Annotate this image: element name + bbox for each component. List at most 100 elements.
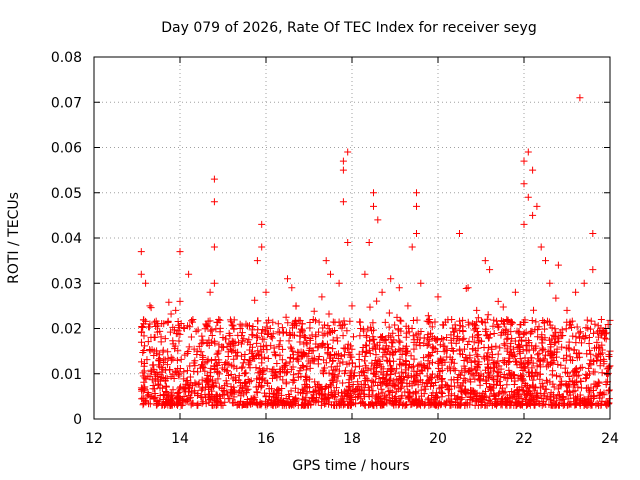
data-point-band bbox=[361, 352, 369, 360]
data-point-band bbox=[516, 321, 524, 329]
data-point-band bbox=[241, 369, 249, 377]
data-point-band bbox=[428, 370, 436, 378]
data-point-band bbox=[374, 356, 382, 364]
data-point-band bbox=[390, 377, 398, 385]
data-point-band bbox=[339, 332, 347, 340]
data-point-band bbox=[540, 392, 548, 400]
data-point bbox=[219, 334, 227, 342]
data-point-band bbox=[214, 375, 222, 383]
data-point-band bbox=[494, 323, 502, 331]
data-point-band bbox=[565, 383, 573, 391]
data-point-band bbox=[487, 398, 495, 406]
data-point-band bbox=[490, 316, 498, 324]
data-point-band bbox=[574, 383, 582, 391]
data-point-band bbox=[605, 399, 613, 407]
data-point-band bbox=[581, 397, 589, 405]
data-point-band bbox=[336, 322, 344, 330]
data-point-band bbox=[458, 382, 466, 390]
data-point-band bbox=[163, 361, 171, 369]
data-point-band bbox=[286, 358, 294, 366]
data-point-band bbox=[187, 317, 195, 325]
data-point-band bbox=[565, 345, 573, 353]
data-point bbox=[137, 248, 145, 256]
data-point-band bbox=[573, 354, 581, 362]
data-point bbox=[185, 270, 193, 278]
data-point-band bbox=[231, 341, 239, 349]
data-point bbox=[348, 302, 356, 310]
data-point bbox=[258, 220, 266, 228]
data-point-band bbox=[261, 327, 269, 335]
data-point-band bbox=[534, 351, 542, 359]
data-point-band bbox=[457, 387, 465, 395]
data-point-band bbox=[327, 363, 335, 371]
data-point-band bbox=[577, 377, 585, 385]
data-point-band bbox=[252, 352, 260, 360]
data-point-band bbox=[458, 388, 466, 396]
data-point bbox=[155, 356, 162, 364]
data-point bbox=[387, 275, 395, 283]
data-point-band bbox=[565, 338, 573, 346]
data-point-band bbox=[484, 349, 492, 357]
data-point-band bbox=[152, 401, 160, 409]
data-point bbox=[146, 302, 154, 310]
data-point-band bbox=[256, 376, 264, 384]
data-point bbox=[357, 325, 365, 332]
data-point-band bbox=[202, 321, 210, 329]
data-point-band bbox=[319, 324, 327, 332]
data-point-band bbox=[584, 324, 592, 332]
data-point-band bbox=[476, 377, 484, 385]
data-point-band bbox=[377, 368, 385, 376]
data-point-band bbox=[446, 353, 454, 361]
data-point-band bbox=[293, 355, 301, 363]
data-point-band bbox=[207, 327, 215, 335]
data-point-band bbox=[530, 346, 538, 354]
data-point-band bbox=[393, 365, 401, 373]
data-point bbox=[365, 239, 373, 247]
data-point-band bbox=[549, 331, 557, 339]
data-point-band bbox=[241, 379, 249, 387]
data-point-band bbox=[238, 364, 246, 372]
data-point bbox=[327, 270, 334, 278]
data-point-band bbox=[444, 365, 452, 373]
data-point-band bbox=[329, 345, 337, 353]
data-point-band bbox=[557, 361, 565, 369]
data-point-band bbox=[340, 317, 348, 325]
data-point-band bbox=[329, 357, 337, 365]
data-point bbox=[275, 343, 283, 351]
data-point-band bbox=[141, 397, 149, 405]
data-point-band bbox=[301, 372, 309, 380]
data-point-band bbox=[263, 346, 271, 354]
data-point bbox=[464, 284, 472, 292]
data-point-band bbox=[298, 352, 306, 360]
data-point-band bbox=[165, 298, 173, 306]
data-point-band bbox=[187, 333, 195, 341]
data-point-band bbox=[289, 347, 297, 355]
data-point-band bbox=[235, 372, 243, 380]
data-point-band bbox=[548, 324, 556, 332]
data-point-band bbox=[471, 357, 479, 365]
data-point-band bbox=[321, 330, 329, 338]
data-point-band bbox=[354, 378, 362, 386]
data-point-band bbox=[417, 401, 425, 409]
data-point-band bbox=[397, 327, 405, 335]
data-point-band bbox=[300, 396, 308, 404]
data-point-band bbox=[324, 393, 332, 401]
data-point-band bbox=[500, 373, 508, 381]
data-point-band bbox=[197, 386, 205, 394]
data-point-band bbox=[490, 358, 498, 366]
data-point-band bbox=[485, 369, 493, 377]
data-point-band bbox=[389, 339, 397, 347]
data-point-band bbox=[294, 373, 302, 381]
data-point-band bbox=[507, 339, 515, 347]
data-point bbox=[284, 275, 291, 283]
data-point-band bbox=[326, 381, 334, 389]
data-point-band bbox=[305, 398, 313, 406]
data-point-band bbox=[330, 401, 338, 409]
data-point-band bbox=[431, 318, 439, 326]
data-point bbox=[344, 148, 352, 156]
data-point-band bbox=[210, 395, 218, 403]
data-point-band bbox=[276, 337, 284, 345]
data-point bbox=[520, 220, 528, 228]
data-point-band bbox=[345, 397, 353, 405]
data-point-band bbox=[586, 388, 594, 396]
